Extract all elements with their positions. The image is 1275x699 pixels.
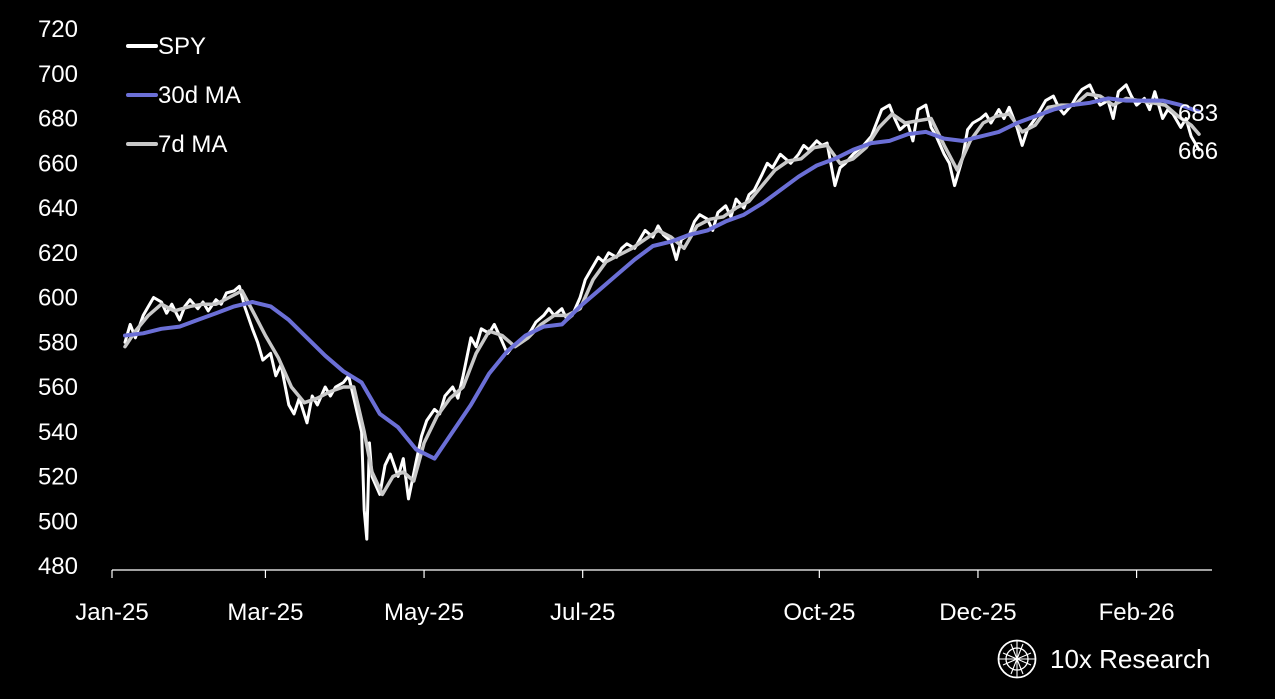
series-line-30d-ma — [123, 96, 1201, 461]
y-tick-label: 560 — [38, 374, 78, 401]
y-tick-label: 580 — [38, 329, 78, 356]
legend: SPY 30d MA 7d MA — [126, 33, 241, 158]
y-tick-label: 640 — [38, 195, 78, 222]
y-tick-label: 500 — [38, 508, 78, 535]
series-line-spy — [123, 83, 1201, 541]
y-tick-label: 540 — [38, 419, 78, 446]
series-lines — [123, 83, 1201, 541]
y-tick-label: 480 — [38, 553, 78, 580]
x-axis-tick-labels: Jan-25 Mar-25 May-25 Jul-25 Oct-25 Dec-25 Feb-… — [75, 599, 1174, 626]
y-tick-label: 620 — [38, 240, 78, 267]
brand-name: 10x Research — [1050, 643, 1211, 674]
globe-logo-icon — [997, 639, 1037, 679]
y-tick-label: 520 — [38, 464, 78, 491]
x-tick-label: Dec-25 — [939, 599, 1016, 626]
y-tick-label: 600 — [38, 285, 78, 312]
legend-label: 7d MA — [158, 131, 227, 158]
x-tick-label: Mar-25 — [227, 599, 303, 626]
series-line-7d-ma — [123, 92, 1201, 497]
legend-label: 30d MA — [158, 82, 241, 109]
y-tick-label: 700 — [38, 61, 78, 88]
x-tick-label: Jul-25 — [550, 599, 615, 626]
x-tick-label: Jan-25 — [75, 599, 148, 626]
end-label-spy: 666 — [1178, 138, 1218, 165]
y-tick-label: 680 — [38, 106, 78, 133]
brand-logo: 10x Research — [996, 638, 1210, 680]
legend-label: SPY — [158, 33, 206, 60]
y-tick-label: 720 — [38, 16, 78, 43]
y-tick-label: 660 — [38, 150, 78, 177]
x-tick-label: Feb-26 — [1099, 599, 1175, 626]
end-label-30d-ma: 683 — [1178, 100, 1218, 127]
x-axis — [111, 569, 1212, 578]
x-tick-label: Oct-25 — [783, 599, 855, 626]
y-axis-tick-labels: 480 500 520 540 560 580 600 620 640 660 680 700 720 — [38, 16, 78, 580]
x-tick-label: May-25 — [384, 599, 464, 626]
